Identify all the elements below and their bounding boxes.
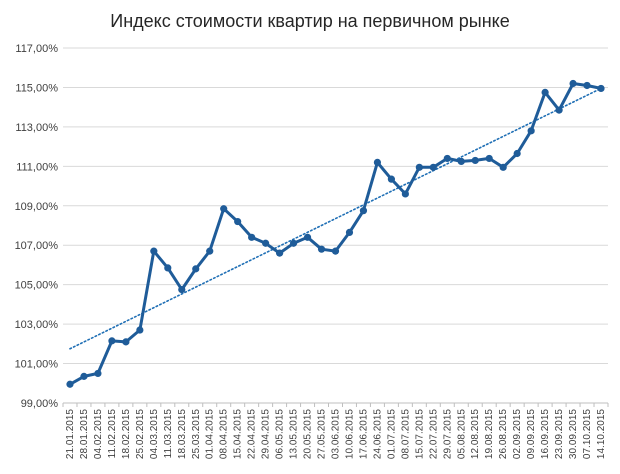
x-tick-label: 15.07.2015	[414, 409, 425, 459]
data-point	[345, 228, 354, 237]
data-point	[66, 380, 74, 388]
data-point	[597, 84, 605, 93]
x-tick-label: 25.02.2015	[135, 409, 146, 459]
data-point	[220, 205, 228, 213]
series-layer	[66, 79, 605, 388]
y-tick-label: 113,00%	[15, 122, 58, 134]
x-tick-label: 04.02.2015	[93, 409, 104, 459]
x-tick-label: 30.09.2015	[568, 409, 579, 459]
data-point	[359, 207, 368, 215]
data-point	[471, 156, 479, 165]
x-tick-label: 13.05.2015	[289, 409, 300, 459]
y-tick-label: 111,00%	[16, 161, 58, 173]
data-point	[373, 158, 382, 166]
data-point	[108, 337, 116, 345]
data-point	[331, 247, 340, 255]
data-point	[401, 190, 409, 198]
data-point	[429, 163, 437, 171]
data-point	[583, 81, 591, 90]
x-tick-label: 24.06.2015	[372, 409, 383, 459]
x-tick-label: 01.04.2015	[205, 409, 216, 459]
y-tick-label: 103,00%	[15, 319, 59, 331]
y-tick-label: 105,00%	[15, 280, 59, 292]
x-tick-label: 08.04.2015	[219, 409, 230, 459]
trend-layer	[69, 87, 602, 350]
x-tick-label: 12.08.2015	[470, 409, 481, 459]
data-point	[443, 154, 451, 163]
trendline	[69, 87, 602, 350]
series-line	[69, 82, 602, 386]
data-point	[150, 247, 158, 255]
data-point	[415, 163, 423, 171]
data-point	[136, 326, 144, 334]
data-point	[527, 127, 535, 135]
data-point	[206, 247, 214, 255]
data-point	[303, 233, 312, 241]
x-tick-label: 20.05.2015	[303, 409, 314, 459]
x-tick-label: 09.09.2015	[526, 409, 537, 459]
y-tick-label: 107,00%	[15, 240, 59, 252]
data-point	[555, 106, 563, 114]
y-tick-label: 99,00%	[21, 398, 59, 410]
data-point	[513, 149, 521, 158]
y-tick-label: 109,00%	[15, 201, 59, 213]
x-tick-label: 22.07.2015	[428, 409, 439, 459]
x-tick-label: 08.07.2015	[400, 409, 411, 459]
x-tick-label: 22.04.2015	[247, 409, 258, 459]
x-tick-label: 17.06.2015	[358, 409, 369, 459]
x-tick-label: 15.04.2015	[233, 409, 244, 459]
x-tick-label: 05.08.2015	[456, 409, 467, 459]
y-tick-label: 117,00%	[15, 43, 58, 55]
x-tick-label: 01.07.2015	[386, 409, 397, 459]
x-tick-label: 23.09.2015	[554, 409, 565, 459]
data-point	[164, 264, 172, 272]
data-point	[569, 79, 577, 88]
data-point	[178, 285, 186, 294]
x-tick-label: 14.10.2015	[596, 409, 607, 459]
x-tick-label: 07.10.2015	[582, 409, 593, 459]
x-tick-label: 27.05.2015	[317, 409, 328, 459]
data-point	[80, 372, 88, 380]
x-tick-label: 06.05.2015	[275, 409, 286, 459]
data-point	[262, 239, 270, 247]
x-tick-label: 26.08.2015	[498, 409, 509, 459]
data-point	[192, 265, 200, 273]
x-tick-label: 18.02.2015	[121, 409, 132, 459]
y-tick-label: 115,00%	[15, 82, 58, 94]
x-tick-label: 02.09.2015	[512, 409, 523, 459]
x-tick-label: 21.01.2015	[65, 409, 76, 459]
data-point	[387, 175, 395, 183]
x-tick-label: 10.06.2015	[344, 409, 355, 459]
chart-title: Индекс стоимости квартир на первичном ры…	[110, 11, 509, 31]
x-tick-label: 29.04.2015	[261, 409, 272, 459]
x-tick-label: 16.09.2015	[540, 409, 551, 459]
data-point	[276, 249, 284, 257]
x-tick-label: 19.08.2015	[484, 409, 495, 459]
x-tick-label: 11.02.2015	[107, 409, 118, 459]
data-point	[94, 369, 102, 378]
x-tick-label: 11.03.2015	[163, 409, 174, 459]
data-point	[122, 338, 130, 346]
data-point	[317, 245, 326, 253]
data-point	[289, 239, 298, 247]
x-tick-label: 29.07.2015	[442, 409, 453, 459]
data-point	[234, 217, 242, 226]
axis-layer	[62, 402, 609, 407]
data-point	[485, 154, 493, 163]
x-tick-label: 25.03.2015	[191, 409, 202, 459]
y-tick-label: 101,00%	[15, 359, 59, 371]
data-point	[499, 163, 507, 171]
x-tick-label: 18.03.2015	[177, 409, 188, 459]
data-point	[541, 88, 549, 96]
label-layer: 99,00% 101,00% 103,00% 105,00% 107,00% 109,00…	[15, 43, 607, 459]
grid-layer	[63, 47, 608, 365]
x-tick-label: 03.06.2015	[331, 409, 342, 459]
data-point	[457, 157, 465, 166]
x-tick-label: 28.01.2015	[79, 409, 90, 459]
data-point	[248, 233, 256, 241]
x-tick-label: 04.03.2015	[149, 409, 160, 459]
